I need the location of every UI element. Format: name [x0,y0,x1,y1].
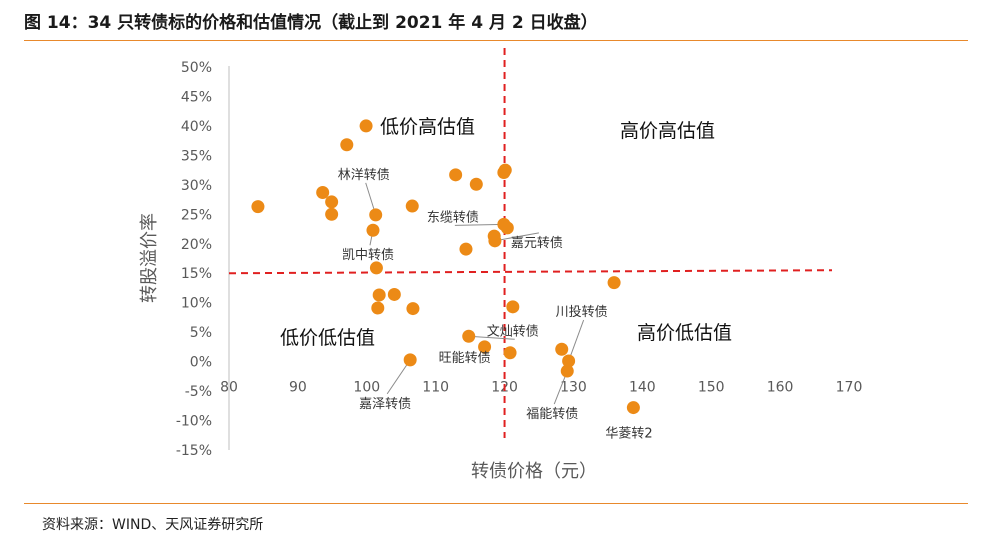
scatter-point [406,302,420,316]
point-annotation: 川投转债 [556,304,608,320]
scatter-point [560,364,574,378]
scatter-point [500,221,514,235]
x-tick-label: 170 [836,380,863,396]
scatter-point [462,329,476,343]
scatter-point [497,165,511,179]
title-divider [24,40,968,41]
scatter-point [387,287,401,301]
scatter-point [372,288,386,302]
scatter-point [555,342,569,356]
point-annotation: 福能转债 [526,407,578,422]
x-tick-label: 80 [220,380,238,396]
x-tick-label: 160 [767,380,794,396]
point-annotation: 嘉元转债 [511,236,563,251]
y-tick-label: -5% [185,384,212,400]
scatter-point [562,354,576,368]
x-tick-label: 90 [289,380,307,396]
y-tick-label: 45% [181,89,212,105]
annotation-leader-line [454,223,504,226]
x-tick-label: 130 [560,380,587,396]
x-tick-label: 100 [353,380,380,396]
point-annotation: 嘉泽转债 [359,397,411,412]
annotation-leader-line [568,319,585,362]
scatter-point [316,186,330,200]
y-tick-label: 20% [181,237,212,253]
scatter-point [626,401,640,415]
source-note: 资料来源：WIND、天风证券研究所 [42,517,264,533]
scatter-point [369,208,383,222]
scatter-point [449,168,463,182]
x-axis-title: 转债价格（元） [471,461,597,482]
scatter-point [371,301,385,315]
quadrant-label-high-price-low-value: 高价低估值 [637,322,732,344]
y-tick-label: -10% [176,414,212,430]
scatter-point [459,242,473,256]
y-tick-label: 25% [181,207,212,223]
y-tick-label: 10% [181,296,212,312]
point-annotation: 东缆转债 [427,209,479,225]
scatter-point [369,261,383,275]
scatter-point [366,223,380,237]
scatter-point [325,207,339,221]
scatter-point [506,300,520,314]
scatter-point [340,138,354,152]
point-annotation: 凯中转债 [342,248,394,263]
annotation-leader-line [494,232,540,242]
x-tick-label: 150 [698,380,725,396]
y-tick-label: -15% [176,443,212,459]
y-tick-label: 5% [190,325,212,341]
scatter-point [359,119,373,133]
y-tick-label: 35% [181,148,212,164]
point-annotation: 文灿转债 [487,324,539,339]
y-tick-label: 30% [181,178,212,194]
quadrant-label-low-price-high-value: 低价高估值 [380,116,475,138]
footer-divider [24,503,968,504]
scatter-point [503,346,517,360]
scatter-point [251,200,265,214]
x-tick-label: 140 [629,380,656,396]
annotation-leader-line [468,335,515,340]
scatter-point [403,353,417,367]
scatter-point [325,195,339,209]
horizontal-reference-line [228,269,833,275]
y-tick-label: 15% [181,266,212,282]
point-annotation: 林洋转债 [338,168,390,183]
scatter-point [405,199,419,213]
y-tick-label: 0% [190,355,212,371]
scatter-point [488,234,502,248]
quadrant-label-low-price-low-value: 低价低估值 [280,327,375,349]
y-tick-label: 50% [181,60,212,76]
y-tick-label: 40% [181,119,212,135]
point-annotation: 旺能转债 [439,351,491,366]
scatter-point [607,276,621,290]
x-tick-label: 110 [422,380,449,396]
scatter-point [469,177,483,191]
point-annotation: 华菱转2 [605,427,652,442]
annotation-leader-line [386,359,411,395]
scatter-point [478,340,492,354]
quadrant-label-high-price-high-value: 高价高估值 [620,120,715,142]
y-axis-title: 转股溢价率 [139,213,160,303]
figure-title: 图 14：34 只转债标的价格和估值情况（截止到 2021 年 4 月 2 日收… [24,13,598,33]
